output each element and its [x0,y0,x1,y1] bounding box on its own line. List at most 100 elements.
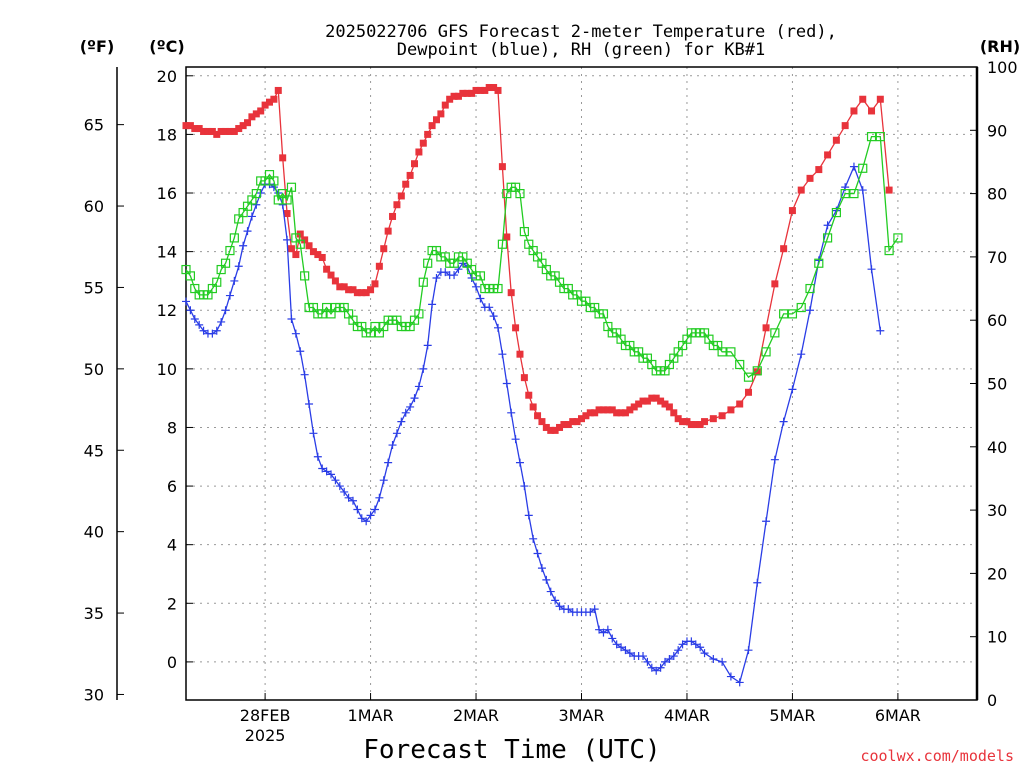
dewpoint-point [283,235,292,244]
temperature-point [824,151,832,159]
dewpoint-point [300,370,309,379]
dewpoint-point [212,326,221,335]
dewpoint-point [726,672,735,681]
rh-point [866,132,877,142]
dewpoint-point [423,341,432,350]
temperature-point [397,192,405,200]
temperature-point [441,101,449,109]
temperature-point [604,406,612,414]
temperature-point [472,86,480,94]
chart-title-line-2: Dewpoint (blue), RH (green) for KB#1 [397,40,765,60]
temperature-point [709,415,717,423]
dewpoint-point [327,470,336,479]
temperature-point [630,403,638,411]
rh-point [770,328,780,338]
rh-point [497,239,507,249]
dewpoint-point [428,300,437,309]
temperature-point [762,324,770,332]
rh-tick-label: 30 [987,501,1007,520]
rh-point [849,189,859,199]
temperature-point [340,283,348,291]
temperature-point [498,163,506,171]
temperature-point [380,245,388,253]
dewpoint-point [340,487,349,496]
dewpoint-point [678,640,687,649]
rh-point [858,163,868,173]
rh-point [414,309,424,319]
dewpoint-point [225,291,234,300]
rh-point [726,347,736,357]
dewpoint-point [375,493,384,502]
dewpoint-point [867,265,876,274]
x-tick-label: 4MAR [664,706,710,725]
temperature-point [191,125,199,133]
dewpoint-point [186,306,195,315]
x-tick-label: 2MAR [453,706,499,725]
dewpoint-point [586,608,595,617]
dewpoint-point [524,511,533,520]
temperature-point [507,289,515,297]
temperature-point [204,127,212,135]
dewpoint-point [208,329,217,338]
temperature-point [305,242,313,250]
temperature-point [617,409,625,417]
dewpoint-point [546,587,555,596]
x-tick-label: 28FEB [240,706,291,725]
temperature-point [437,110,445,118]
temperature-point [626,406,634,414]
dewpoint-point [806,306,815,315]
rh-point [752,366,762,376]
temperature-point [336,283,344,291]
temperature-point [573,418,581,426]
axes [116,66,979,701]
temperature-point [494,86,502,94]
dewpoint-point [639,652,648,661]
rh-point [225,245,235,256]
dewpoint-point [788,385,797,394]
dewpoint-point [432,274,441,282]
rh-point [493,283,503,294]
temperature-point [529,403,537,411]
temperature-point [424,130,432,138]
temperature-point [841,122,849,130]
dewpoint-point [674,646,683,655]
temperature-point [406,171,414,179]
x-tick-sublabel: 2025 [245,726,286,745]
dewpoint-point [858,186,867,195]
temperature-point [534,412,542,420]
dewpoint-point [718,657,727,666]
dewpoint-point [472,282,481,291]
temperature-point [270,95,278,103]
dewpoint-point [370,505,379,514]
rh-point [840,189,850,199]
temperature-point [239,122,247,130]
temperature-point [375,262,383,270]
temperature-point [468,89,476,97]
temperature-point [195,125,203,133]
temperature-point [586,409,594,417]
dewpoint-point [762,517,771,526]
rh-point [269,176,279,186]
temperature-point [485,84,493,92]
temperature-point [208,127,216,135]
rh-point [779,309,789,319]
rh-point [787,309,798,319]
dewpoint-point [353,505,362,514]
rh-point [185,271,195,281]
dewpoint-point [234,262,243,271]
fahrenheit-unit-label: (ºF) [80,37,115,56]
temperature-point [591,409,599,417]
temperature-point [665,403,673,411]
celsius-tick-label: 14 [157,243,177,262]
temperature-point [454,92,462,100]
fahrenheit-tick-label: 50 [84,360,104,379]
dewpoint-point [515,458,524,467]
fahrenheit-tick-label: 30 [84,685,104,704]
temperature-point [230,127,238,135]
temperature-point [393,201,401,209]
credit-link[interactable]: coolwx.com/models [860,747,1014,765]
temperature-point [850,107,858,115]
dewpoint-point [348,496,357,505]
gridlines [186,67,977,700]
